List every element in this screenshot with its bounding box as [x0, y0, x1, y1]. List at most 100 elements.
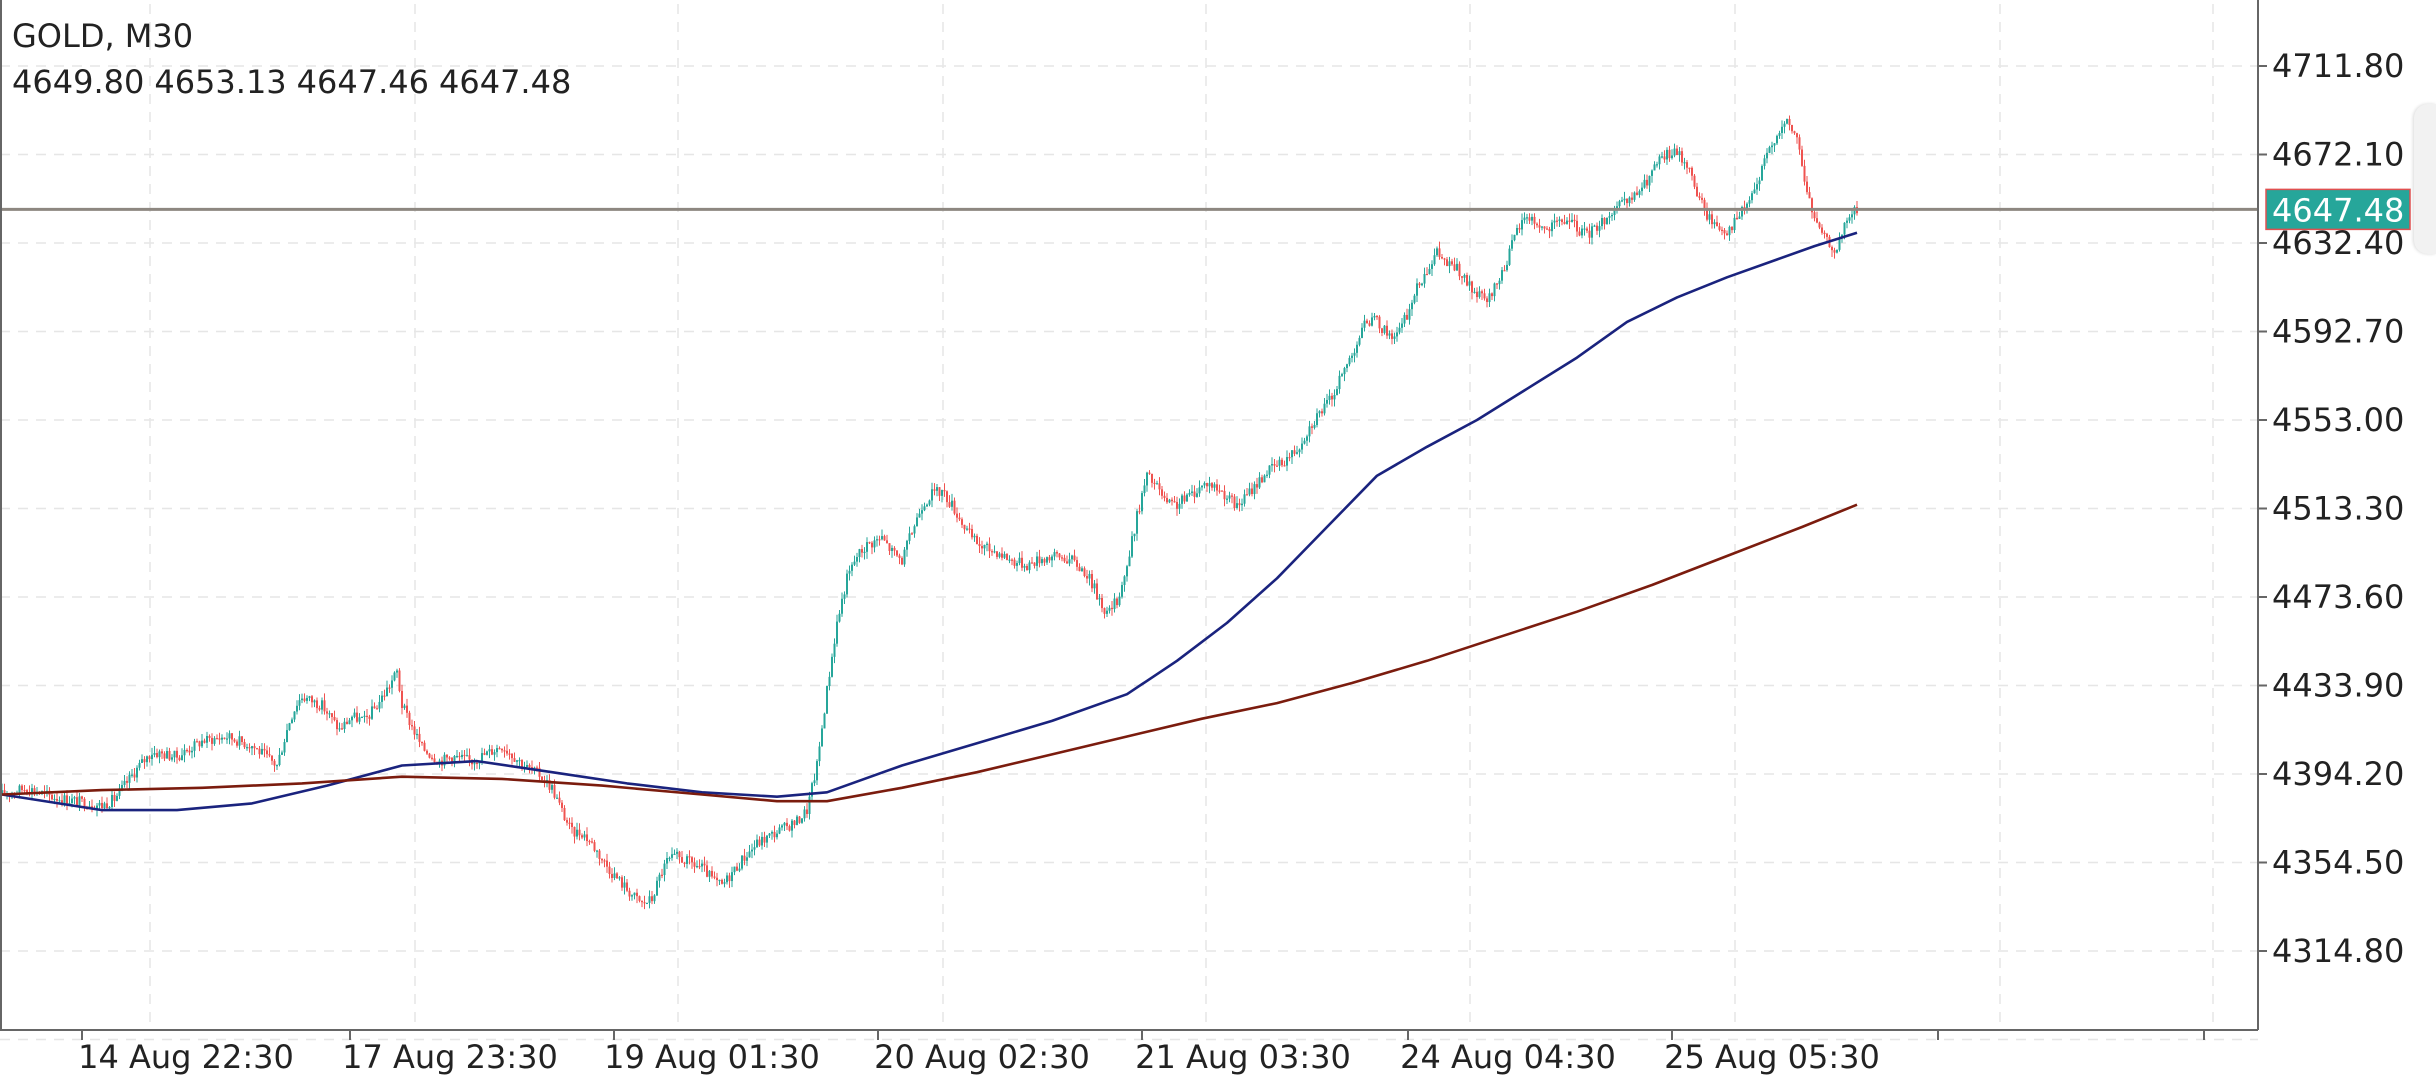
- candle-bearish: [1446, 259, 1448, 267]
- time-tick-label: 25 Aug 05:30: [1664, 1038, 1880, 1076]
- candle-bullish: [921, 510, 923, 514]
- candle-bearish: [23, 790, 26, 792]
- candle-bullish: [613, 873, 616, 878]
- time-tick-label: 17 Aug 23:30: [342, 1038, 558, 1076]
- candle-bullish: [1046, 557, 1048, 563]
- candle-bearish: [1076, 560, 1078, 567]
- candle-bullish: [1263, 475, 1266, 483]
- candle-bearish: [1116, 598, 1118, 606]
- candle-bearish: [1681, 151, 1683, 163]
- candle-bullish: [1413, 295, 1416, 303]
- candle-bullish: [246, 747, 248, 749]
- candle-bearish: [1696, 186, 1698, 197]
- candle-bullish: [1671, 155, 1673, 159]
- candle-bullish: [1198, 487, 1201, 494]
- candle-bearish: [1631, 197, 1633, 200]
- candle-bullish: [526, 765, 528, 768]
- candle-bullish: [1431, 264, 1433, 269]
- candle-bearish: [1063, 557, 1066, 562]
- candle-bullish: [858, 549, 861, 558]
- candle-bullish: [766, 835, 768, 843]
- candle-bullish: [1643, 179, 1646, 188]
- candle-bullish: [783, 822, 786, 826]
- candle-bearish: [1061, 557, 1063, 559]
- candle-bearish: [883, 536, 886, 541]
- candle-bullish: [71, 798, 73, 804]
- candle-bearish: [1548, 229, 1551, 232]
- candle-bullish: [1113, 598, 1116, 610]
- time-tick-label: 20 Aug 02:30: [874, 1038, 1090, 1076]
- candle-bullish: [756, 839, 758, 848]
- candle-bullish: [696, 865, 698, 868]
- candle-bullish: [1348, 357, 1351, 365]
- candle-bullish: [796, 816, 798, 825]
- candle-bearish: [411, 725, 413, 727]
- candle-bullish: [228, 733, 231, 739]
- candle-bearish: [216, 738, 218, 740]
- candle-bearish: [1276, 465, 1278, 467]
- candle-bearish: [1801, 149, 1803, 166]
- candle-bullish: [1758, 180, 1761, 185]
- moving-average-layer: [1, 231, 1858, 812]
- candle-bearish: [1378, 316, 1381, 329]
- candle-bearish: [1166, 497, 1168, 503]
- candle-bullish: [1326, 399, 1328, 404]
- candle-bearish: [26, 790, 28, 793]
- candle-bullish: [918, 513, 921, 518]
- candle-bearish: [268, 754, 271, 756]
- candle-bullish: [1088, 573, 1091, 579]
- side-panel-handle[interactable]: [2414, 104, 2436, 254]
- candle-bearish: [56, 798, 58, 801]
- candle-bullish: [1123, 576, 1126, 585]
- candle-bearish: [366, 715, 368, 717]
- candle-bearish: [76, 797, 78, 806]
- candle-bearish: [408, 712, 411, 726]
- candle-bearish: [1246, 494, 1248, 496]
- candle-bearish: [1703, 199, 1706, 209]
- candle-bearish: [1103, 608, 1106, 614]
- candle-bearish: [401, 690, 403, 708]
- candle-bullish: [1071, 555, 1073, 560]
- candle-bearish: [161, 751, 163, 754]
- candle-bullish: [676, 851, 678, 854]
- candle-bearish: [1211, 483, 1213, 488]
- candle-bullish: [731, 872, 733, 882]
- candle-bearish: [1256, 484, 1258, 488]
- candle-bearish: [1813, 212, 1816, 219]
- candle-bullish: [838, 613, 841, 622]
- candle-bullish: [1708, 214, 1711, 220]
- candle-bearish: [1568, 220, 1571, 222]
- candle-bearish: [398, 670, 401, 691]
- candle-bullish: [831, 656, 833, 677]
- candle-bullish: [1523, 217, 1526, 221]
- candle-bearish: [1563, 222, 1566, 224]
- symbol-timeframe-label: GOLD, M30: [12, 17, 194, 55]
- price-tick-label: 4433.90: [2272, 667, 2404, 705]
- price-tick-label: 4473.60: [2272, 578, 2404, 616]
- candle-bearish: [1451, 261, 1453, 265]
- candle-bullish: [1773, 143, 1776, 146]
- candle-bullish: [1611, 214, 1613, 217]
- candle-bullish: [808, 796, 811, 815]
- candle-bearish: [388, 687, 391, 689]
- candle-bullish: [298, 700, 301, 706]
- candle-bearish: [1806, 181, 1808, 193]
- candle-bearish: [636, 892, 638, 897]
- candle-bearish: [1013, 559, 1016, 566]
- price-axis[interactable]: 4711.80 4672.10 4632.40 4592.70 4553.00 4513.…: [2258, 47, 2411, 970]
- candle-bullish: [1146, 472, 1148, 486]
- candle-bearish: [1788, 119, 1791, 125]
- candle-bearish: [256, 748, 258, 750]
- candle-bearish: [241, 736, 243, 743]
- candle-bullish: [821, 728, 823, 747]
- candle-bearish: [376, 708, 378, 710]
- candle-bearish: [1496, 283, 1498, 285]
- candle-bearish: [1066, 561, 1068, 564]
- time-axis[interactable]: 14 Aug 22:30 17 Aug 23:30 19 Aug 01:30 20 A…: [78, 1030, 2205, 1076]
- candle-bullish: [123, 780, 126, 785]
- candle-bullish: [1463, 274, 1466, 278]
- candle-bearish: [1058, 553, 1061, 558]
- candle-bullish: [1208, 483, 1211, 487]
